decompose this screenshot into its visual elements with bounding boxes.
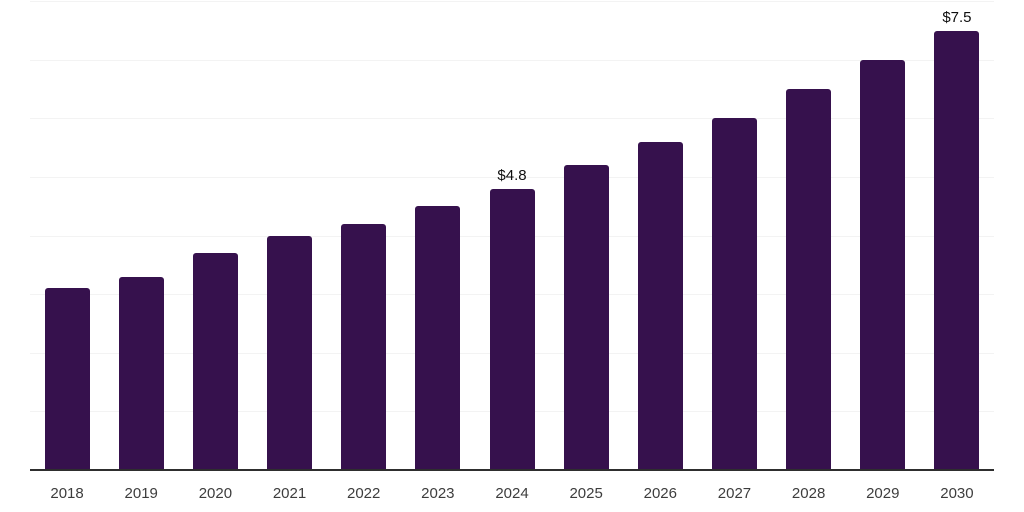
gridline — [30, 59, 994, 61]
x-tick-label: 2023 — [421, 485, 455, 502]
x-tick-label: 2030 — [940, 485, 974, 502]
bar-2018 — [44, 288, 90, 470]
bar-2022 — [341, 223, 387, 470]
x-tick-label: 2029 — [866, 485, 900, 502]
bar-value-label: $4.8 — [497, 166, 527, 184]
x-tick-label: 2020 — [198, 485, 233, 502]
x-tick-label: 2024 — [495, 485, 529, 502]
x-tick-label: 2026 — [643, 485, 677, 502]
gridline — [30, 118, 994, 120]
bar-2027 — [711, 118, 757, 470]
bar-2028 — [786, 89, 832, 470]
x-tick-label: 2027 — [717, 485, 752, 502]
bar-2019 — [118, 276, 164, 470]
gridline — [30, 1, 994, 3]
x-tick-label: 2019 — [124, 485, 158, 502]
bar-2029 — [860, 59, 906, 470]
bar-2030 — [934, 30, 980, 470]
bar-2024 — [489, 188, 535, 470]
x-tick-label: 2025 — [569, 485, 603, 502]
bar-value-label: $7.5 — [942, 8, 972, 26]
bar-2021 — [267, 235, 313, 470]
x-tick-label: 2022 — [347, 485, 381, 502]
bar-2025 — [563, 165, 609, 470]
x-axis-line — [30, 469, 994, 471]
x-tick-label: 2018 — [50, 485, 84, 502]
x-tick-label: 2028 — [791, 485, 826, 502]
bar-2023 — [415, 206, 461, 470]
bar-2026 — [637, 141, 683, 470]
bar-2020 — [192, 253, 238, 470]
x-tick-label: 2021 — [272, 485, 307, 502]
